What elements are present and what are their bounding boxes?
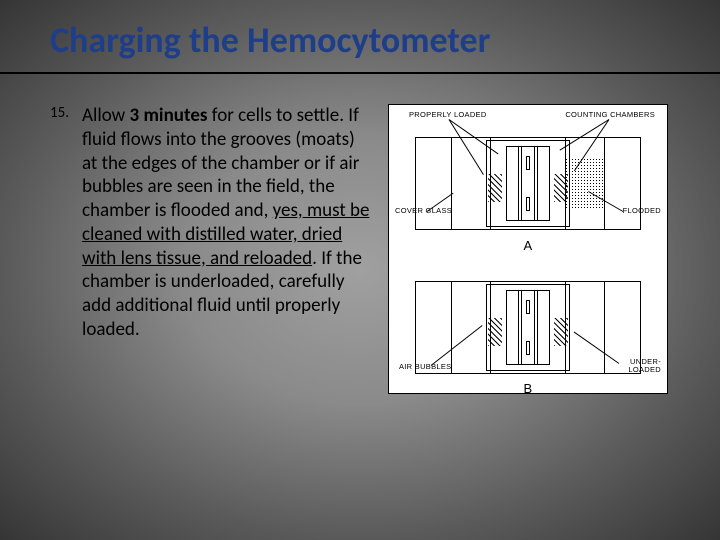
groove-left <box>518 146 522 221</box>
hemo-frame-b <box>415 281 641 374</box>
underloaded-stipple-top <box>529 302 530 312</box>
title-bar: Charging the Hemocytometer <box>0 0 720 74</box>
label-counting-chambers: COUNTING CHAMBERS <box>565 111 655 119</box>
counting-chamber-bottom-b <box>526 341 530 355</box>
panel-b: AIR BUBBLES UNDER-LOADED <box>397 263 659 378</box>
groove-right <box>534 146 538 221</box>
diagram: PROPERLY LOADED COUNTING CHAMBERS COVER … <box>388 104 668 394</box>
hemo-frame <box>415 137 641 230</box>
list-number: 15. <box>50 104 82 394</box>
air-bubbles-icon <box>527 342 529 343</box>
panel-a: PROPERLY LOADED COUNTING CHAMBERS COVER … <box>397 119 659 234</box>
groove-right-b <box>534 290 538 365</box>
content-row: 15. Allow 3 minutes for cells to settle.… <box>0 74 720 394</box>
hatch-left-b <box>488 318 502 346</box>
center-block-b <box>506 290 550 365</box>
platform-left <box>451 138 491 229</box>
page-title: Charging the Hemocytometer <box>50 18 720 62</box>
instruction-text: Allow 3 minutes for cells to settle. If … <box>82 104 370 394</box>
counting-chamber-top-b <box>526 300 530 314</box>
groove-left-b <box>518 290 522 365</box>
platform-right-b <box>565 282 605 373</box>
platform-left-b <box>451 282 491 373</box>
label-properly-loaded: PROPERLY LOADED <box>409 111 487 119</box>
hatch-right-b <box>554 318 568 346</box>
text-bold: 3 minutes <box>130 104 208 127</box>
center-block <box>506 146 550 221</box>
counting-chamber-top <box>526 156 530 170</box>
counting-chamber-bottom <box>526 197 530 211</box>
panel-label-a: A <box>524 238 533 253</box>
flooded-stipple <box>565 158 605 209</box>
hatch-left <box>488 174 502 202</box>
text-part-1: Allow <box>82 104 130 127</box>
panel-label-b: B <box>524 381 533 396</box>
instruction-column: 15. Allow 3 minutes for cells to settle.… <box>50 104 370 394</box>
